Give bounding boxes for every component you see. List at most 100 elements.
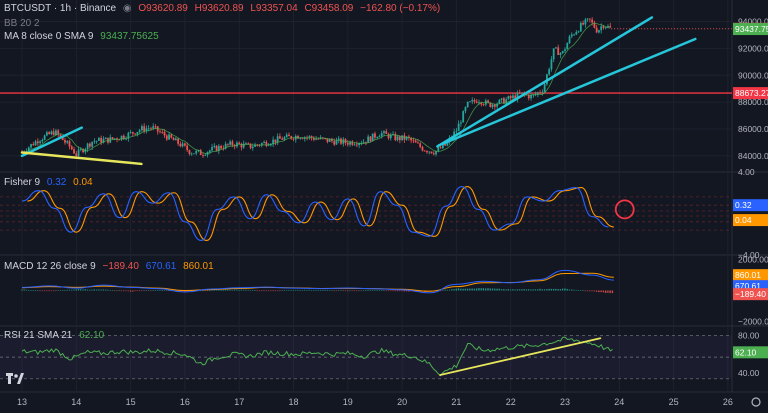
- macd-histogram-bar: [394, 290, 396, 292]
- macd-histogram-bar: [353, 290, 356, 292]
- candle-body: [367, 136, 370, 143]
- trend-line-4[interactable]: [441, 37, 697, 146]
- macd-hist-value: −189.40: [102, 261, 139, 272]
- macd-histogram-bar: [274, 290, 276, 292]
- tradingview-logo[interactable]: [6, 373, 24, 385]
- macd-histogram-bar: [482, 288, 485, 291]
- candle-body: [283, 137, 286, 140]
- ma-legend[interactable]: MA 8 close 0 SMA 9 93437.75625: [4, 31, 163, 42]
- candle-body: [503, 98, 505, 104]
- macd-histogram-bar: [102, 289, 105, 291]
- macd-histogram-bar: [168, 290, 170, 292]
- macd-histogram-bar: [607, 290, 609, 293]
- candle-body: [179, 143, 182, 147]
- candle-body: [152, 126, 155, 129]
- macd-histogram-bar: [100, 289, 102, 291]
- candle-body: [168, 134, 170, 140]
- macd-histogram-bar: [396, 290, 399, 292]
- macd-histogram-bar: [494, 288, 496, 291]
- candle-body: [79, 149, 82, 150]
- candle-body: [57, 130, 60, 135]
- candle-body: [229, 141, 232, 145]
- macd-histogram-bar: [288, 289, 290, 291]
- rsi-trend-line[interactable]: [439, 337, 602, 376]
- macd-histogram-bar: [113, 290, 116, 292]
- candle-body: [498, 99, 501, 104]
- rsi-legend[interactable]: RSI 21 SMA 21 62.10: [4, 330, 108, 341]
- candle-body: [240, 143, 243, 148]
- price-pane[interactable]: [0, 16, 732, 166]
- candle-body: [595, 27, 598, 33]
- macd-histogram-bar: [349, 290, 351, 292]
- candle-body: [417, 142, 419, 144]
- macd-histogram-bar: [91, 289, 93, 291]
- macd-histogram-bar: [589, 290, 591, 292]
- macd-histogram-bar: [118, 290, 120, 292]
- macd-legend[interactable]: MACD 12 26 close 9 −189.40 670.61 860.01: [4, 261, 218, 272]
- macd-histogram-bar: [466, 288, 469, 291]
- candle-body: [242, 143, 245, 148]
- candle-body: [154, 126, 157, 128]
- candle-body: [34, 141, 37, 146]
- candle-body: [181, 143, 184, 147]
- candle-body: [213, 145, 216, 148]
- macd-histogram-bar: [374, 289, 376, 291]
- macd-histogram-bar: [116, 290, 118, 292]
- candle-body: [550, 59, 553, 70]
- y-tick-label: −4.00: [738, 250, 760, 260]
- macd-histogram-bar: [512, 289, 514, 291]
- symbol-label[interactable]: BTCUSDT · 1h · Binance: [4, 3, 117, 14]
- candle-body: [111, 137, 114, 139]
- settings-icon[interactable]: [751, 397, 761, 407]
- candle-body: [362, 141, 365, 144]
- macd-histogram-bar: [204, 290, 206, 291]
- eye-icon[interactable]: ◉: [122, 3, 132, 14]
- macd-histogram-bar: [514, 289, 516, 291]
- macd-histogram-bar: [570, 289, 573, 291]
- bb-legend[interactable]: BB 20 2: [4, 18, 44, 29]
- candle-body: [226, 143, 229, 145]
- x-tick-label: 23: [560, 397, 570, 407]
- trend-line-2[interactable]: [20, 151, 143, 166]
- rsi-label: RSI 21 SMA 21: [4, 330, 73, 341]
- macd-histogram-bar: [457, 288, 460, 291]
- trend-line-1[interactable]: [20, 126, 83, 158]
- macd-histogram-bar: [347, 290, 349, 292]
- macd-histogram-bar: [125, 290, 127, 292]
- candle-body: [505, 99, 508, 104]
- highlight-circle[interactable]: [614, 199, 635, 220]
- macd-histogram-bar: [48, 290, 50, 292]
- main-legend: BTCUSDT · 1h · Binance ◉ O93620.89 H9362…: [4, 3, 444, 14]
- trend-line-3[interactable]: [436, 16, 654, 148]
- candle-body: [566, 43, 569, 50]
- candle-body: [536, 92, 539, 95]
- rsi-pane[interactable]: [0, 335, 732, 380]
- macd-histogram-bar: [455, 288, 457, 291]
- macd-pane[interactable]: [21, 269, 614, 294]
- ma-line: [22, 22, 611, 154]
- candle-body: [193, 153, 195, 155]
- candle-body: [446, 141, 449, 146]
- candle-body: [453, 131, 456, 138]
- candle-body: [530, 95, 532, 99]
- macd-histogram-bar: [405, 290, 408, 292]
- macd-histogram-bar: [543, 289, 546, 291]
- macd-histogram-bar: [403, 290, 405, 292]
- macd-histogram-bar: [37, 290, 39, 291]
- candle-body: [491, 104, 494, 108]
- fisher-legend[interactable]: Fisher 9 0.32 0.04: [4, 177, 97, 188]
- macd-histogram-bar: [537, 289, 539, 291]
- candle-body: [290, 136, 293, 139]
- fisher-pane[interactable]: [0, 185, 732, 242]
- candle-body: [428, 151, 431, 153]
- candle-body: [394, 134, 397, 141]
- macd-histogram-bar: [213, 290, 215, 291]
- macd-histogram-bar: [179, 290, 181, 292]
- macd-histogram-bar: [43, 290, 46, 292]
- macd-histogram-bar: [367, 290, 369, 291]
- macd-histogram-bar: [593, 290, 596, 292]
- macd-histogram-bar: [23, 289, 25, 291]
- fisher-value-1: 0.32: [46, 177, 67, 188]
- candle-body: [217, 145, 220, 151]
